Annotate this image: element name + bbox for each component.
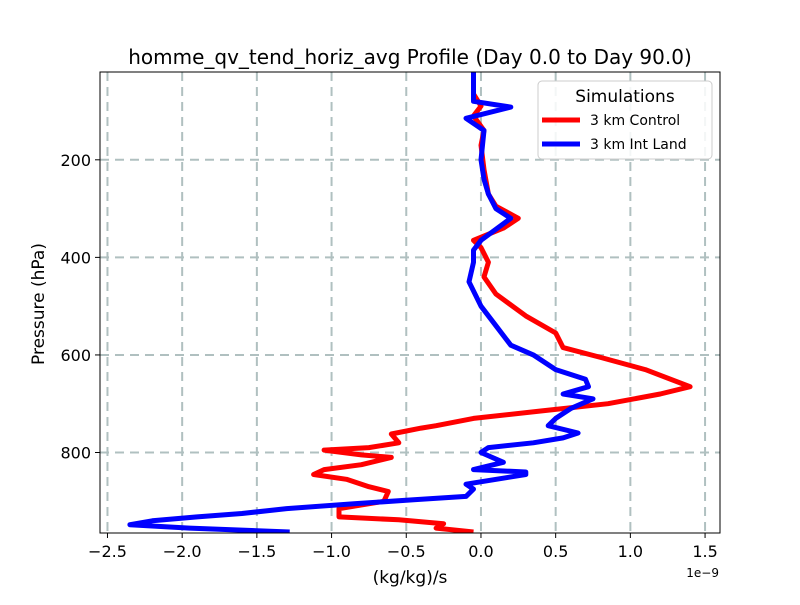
y-tick-label: 400 [60, 248, 91, 267]
series-lines [127, 72, 693, 533]
x-tick-label: −2.5 [88, 542, 127, 561]
plot-frame [99, 71, 721, 534]
y-tick-label: 200 [60, 151, 91, 170]
x-tick-label: 1.5 [692, 542, 717, 561]
chart-title: homme_qv_tend_horiz_avg Profile (Day 0.0… [128, 45, 692, 69]
y-tick-label: 800 [60, 444, 91, 463]
y-axis-label: Pressure (hPa) [29, 243, 49, 365]
x-tick-label: 0.0 [468, 542, 493, 561]
x-axis-label: (kg/kg)/s [373, 568, 448, 588]
legend-label: 3 km Control [590, 113, 680, 129]
axis-ticks: −2.5 −2.0 −1.5 −1.0 −0.5 0.0 0.5 1.0 1.5 200 400 60… [60, 151, 717, 561]
series-line [127, 72, 596, 533]
x-offset-label: 1e−9 [686, 566, 719, 580]
x-tick-label: −1.0 [312, 542, 351, 561]
x-tick-label: −2.0 [163, 542, 202, 561]
x-tick-label: 1.0 [618, 542, 643, 561]
legend-label: 3 km Int Land [590, 137, 687, 153]
legend-box [537, 80, 713, 160]
x-tick-label: 0.5 [543, 542, 568, 561]
legend: Simulations 3 km Control 3 km Int Land [537, 80, 713, 160]
legend-title: Simulations [575, 87, 675, 107]
x-tick-label: −0.5 [387, 542, 426, 561]
x-tick-label: −1.5 [237, 542, 276, 561]
y-tick-label: 600 [60, 346, 91, 365]
